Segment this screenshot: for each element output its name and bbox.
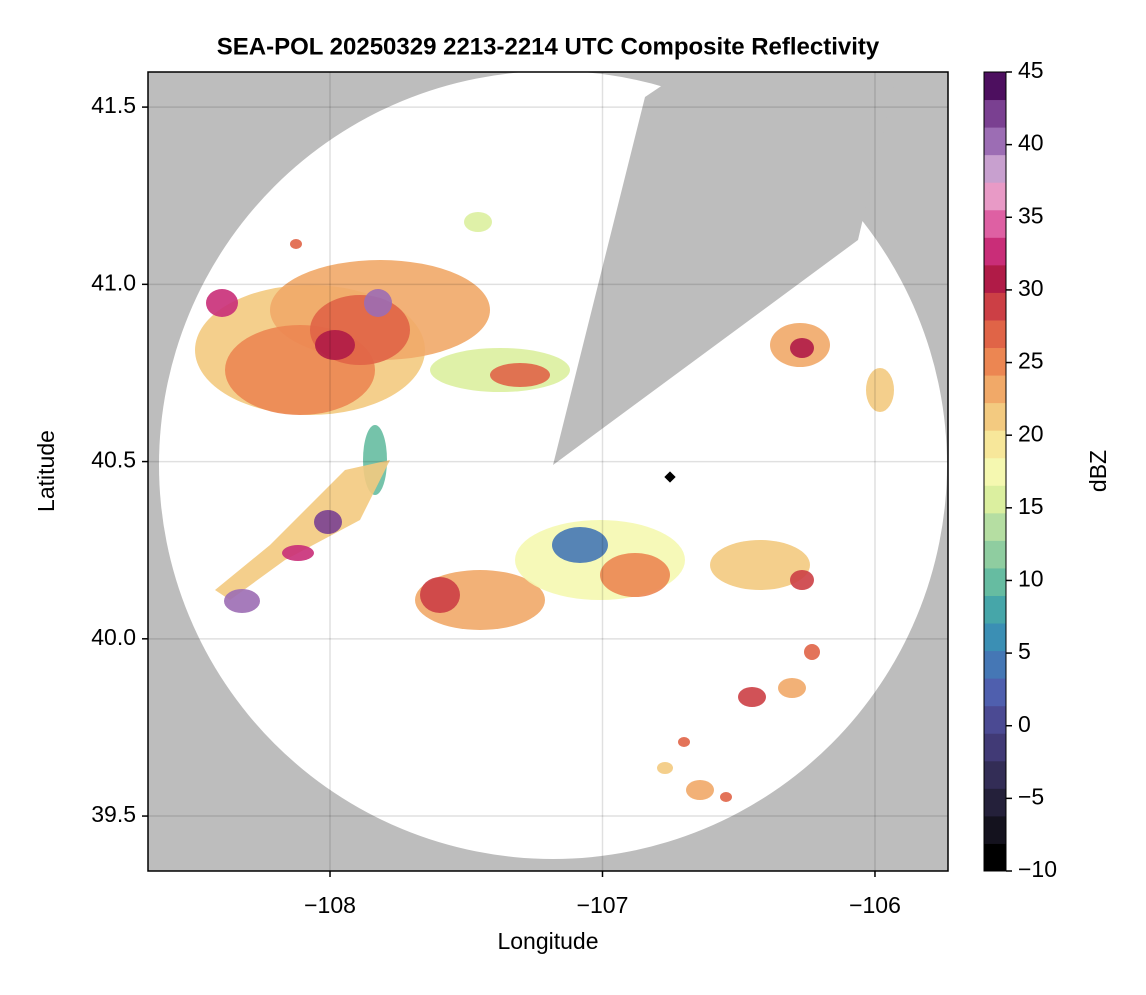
echo bbox=[215, 460, 390, 600]
colorbar-step bbox=[984, 567, 1006, 596]
colorbar-tick-label: 30 bbox=[1018, 275, 1044, 301]
echo bbox=[420, 577, 460, 613]
colorbar-step bbox=[984, 457, 1006, 486]
echo bbox=[600, 553, 670, 597]
colorbar-step bbox=[984, 319, 1006, 349]
colorbar-step bbox=[984, 760, 1006, 789]
colorbar-tick-label: 15 bbox=[1018, 493, 1044, 519]
y-tick-label: 41.0 bbox=[91, 269, 136, 295]
y-axis-label: Latitude bbox=[33, 430, 59, 512]
echo bbox=[657, 762, 673, 774]
colorbar-step bbox=[984, 182, 1006, 211]
echo bbox=[710, 540, 810, 590]
colorbar-label: dBZ bbox=[1085, 450, 1111, 492]
echo bbox=[290, 239, 302, 249]
echo bbox=[804, 644, 820, 660]
colorbar-step bbox=[984, 402, 1006, 431]
echoes bbox=[195, 212, 894, 802]
colorbar-step bbox=[984, 127, 1006, 156]
colorbar-tick-label: −10 bbox=[1018, 856, 1057, 882]
echo bbox=[206, 289, 238, 317]
colorbar-tick-label: 10 bbox=[1018, 566, 1044, 592]
echo bbox=[314, 510, 342, 534]
y-tick-label: 40.5 bbox=[91, 447, 136, 473]
echo bbox=[364, 289, 392, 317]
colorbar-step bbox=[984, 843, 1006, 872]
colorbar-step bbox=[984, 705, 1006, 734]
colorbar-tick-label: 45 bbox=[1018, 57, 1044, 83]
plot-area bbox=[148, 72, 948, 871]
colorbar-step bbox=[984, 375, 1006, 404]
colorbar-step bbox=[984, 540, 1006, 569]
echo bbox=[490, 363, 550, 387]
colorbar-step bbox=[984, 264, 1006, 293]
echo bbox=[686, 780, 714, 800]
plot-frame bbox=[147, 71, 949, 872]
x-tick-label: −106 bbox=[849, 892, 901, 918]
colorbar-frame bbox=[983, 71, 1007, 872]
echo bbox=[720, 792, 732, 802]
echo bbox=[315, 330, 355, 360]
colorbar-step bbox=[984, 154, 1006, 183]
radar-site-marker bbox=[664, 471, 676, 483]
colorbar-step bbox=[984, 650, 1006, 679]
echo bbox=[224, 589, 260, 613]
colorbar-tick-label: 40 bbox=[1018, 130, 1044, 156]
colorbar-step bbox=[984, 292, 1006, 321]
colorbar-tick-label: 20 bbox=[1018, 420, 1044, 446]
x-tick-label: −108 bbox=[304, 892, 356, 918]
echo bbox=[678, 737, 690, 747]
colorbar-step bbox=[984, 430, 1006, 459]
colorbar-tick-label: 25 bbox=[1018, 348, 1044, 374]
colorbar-tick-label: 35 bbox=[1018, 202, 1044, 228]
colorbar-step bbox=[984, 788, 1006, 817]
colorbar-tick-label: 5 bbox=[1018, 638, 1031, 664]
colorbar-step bbox=[984, 209, 1006, 238]
grid bbox=[148, 72, 948, 871]
colorbar-tick-label: −5 bbox=[1018, 783, 1044, 809]
echo bbox=[738, 687, 766, 707]
colorbar-tick-label: 0 bbox=[1018, 711, 1031, 737]
echo bbox=[282, 545, 314, 561]
colorbar-step bbox=[984, 595, 1006, 624]
colorbar-step bbox=[984, 99, 1006, 128]
colorbar-step bbox=[984, 678, 1006, 707]
y-tick-label: 40.0 bbox=[91, 624, 136, 650]
echo bbox=[778, 678, 806, 698]
colorbar-step bbox=[984, 347, 1006, 376]
echo bbox=[790, 570, 814, 590]
echo bbox=[866, 368, 894, 412]
colorbar-step bbox=[984, 485, 1006, 514]
colorbar-step bbox=[984, 237, 1006, 266]
x-tick-label: −107 bbox=[577, 892, 629, 918]
y-tick-label: 39.5 bbox=[91, 801, 136, 827]
echo bbox=[790, 338, 814, 358]
echo bbox=[552, 527, 608, 563]
colorbar-step bbox=[984, 733, 1006, 762]
blocked-sector bbox=[553, 72, 898, 465]
colorbar-step bbox=[984, 512, 1006, 541]
x-axis-label: Longitude bbox=[497, 928, 598, 954]
colorbar-step bbox=[984, 623, 1006, 652]
colorbar-step bbox=[984, 815, 1006, 844]
colorbar-step bbox=[984, 72, 1006, 101]
echo bbox=[464, 212, 492, 232]
chart-title: SEA-POL 20250329 2213-2214 UTC Composite… bbox=[217, 33, 880, 60]
y-tick-label: 41.5 bbox=[91, 92, 136, 118]
